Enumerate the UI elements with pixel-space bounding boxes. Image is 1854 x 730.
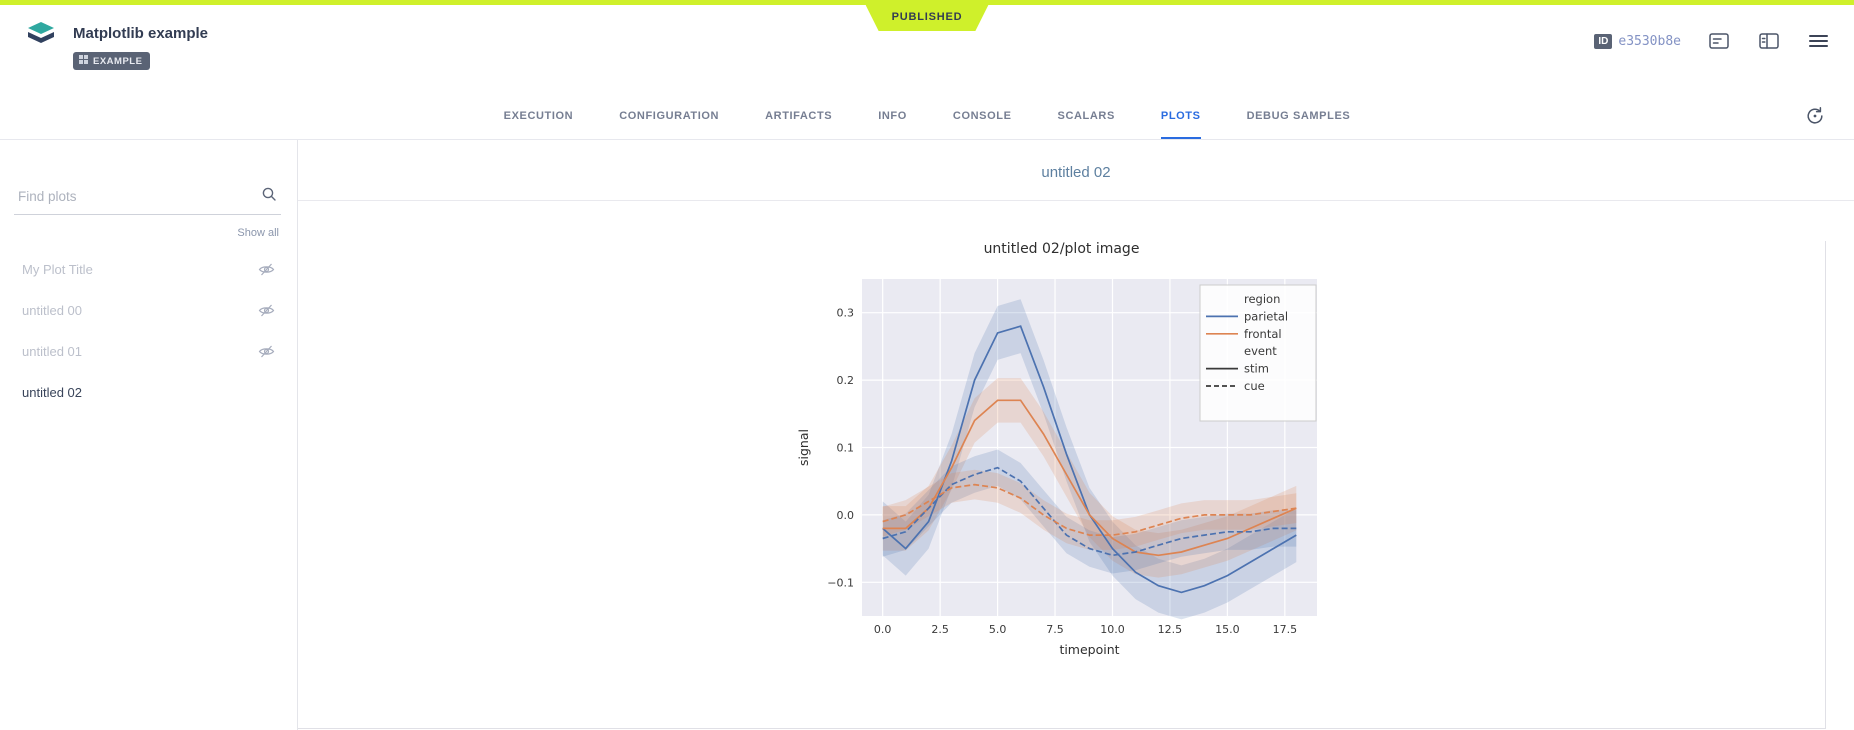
svg-text:17.5: 17.5: [1272, 623, 1297, 636]
svg-text:7.5: 7.5: [1046, 623, 1064, 636]
id-tag: ID: [1594, 33, 1613, 49]
tab-configuration[interactable]: CONFIGURATION: [619, 109, 720, 122]
legend: region parietal frontal event stim cue: [1199, 284, 1316, 422]
plot-item-label: My Plot Title: [22, 262, 93, 277]
id-value: e3530b8e: [1618, 33, 1681, 49]
svg-text:0.1: 0.1: [836, 442, 854, 455]
svg-text:frontal: frontal: [1244, 327, 1282, 341]
plot-item-label: untitled 02: [22, 385, 82, 400]
plot-widget: untitled 02/plot image 0.0 2.5 5.0 7.5 10.0 1…: [298, 241, 1826, 729]
svg-text:0.0: 0.0: [836, 509, 854, 522]
plot-item-label: untitled 00: [22, 303, 82, 318]
x-tick-labels: 0.0 2.5 5.0 7.5 10.0 12.5 15.0 17.5: [873, 623, 1296, 636]
x-axis-label: timepoint: [1059, 642, 1119, 657]
svg-text:region: region: [1244, 292, 1280, 306]
svg-text:5.0: 5.0: [988, 623, 1006, 636]
y-tick-labels: −0.1 0.0 0.1 0.2 0.3: [827, 307, 854, 590]
plot-image: untitled 02/plot image 0.0 2.5 5.0 7.5 10.0 1…: [782, 241, 1342, 666]
show-all-link[interactable]: Show all: [237, 227, 279, 239]
status-strip: [0, 0, 1854, 5]
divider: [298, 200, 1854, 201]
tab-bar: EXECUTION CONFIGURATION ARTIFACTS INFO C…: [0, 90, 1854, 140]
brand-block: Matplotlib example EXAMPLE: [24, 18, 208, 70]
y-axis-label: signal: [796, 429, 811, 466]
status-ribbon: PUBLISHED: [866, 5, 989, 31]
page-body: Show all My Plot Title untitled 00: [0, 140, 1854, 730]
svg-text:12.5: 12.5: [1157, 623, 1182, 636]
example-badge: EXAMPLE: [73, 52, 151, 70]
plot-title: untitled 02/plot image: [983, 241, 1140, 257]
plot-list-item-untitled-01[interactable]: untitled 01: [14, 331, 281, 372]
plots-sidebar: Show all My Plot Title untitled 00: [0, 140, 298, 730]
header-actions: ID e3530b8e: [1594, 30, 1830, 52]
experiment-id-chip[interactable]: ID e3530b8e: [1594, 33, 1681, 49]
ci-band-parietal-stim: [882, 299, 1296, 620]
experiment-header: Matplotlib example EXAMPLE ID e3530b8e: [0, 5, 1854, 90]
example-badge-icon: [79, 55, 88, 67]
svg-text:0.0: 0.0: [873, 623, 891, 636]
plot-group-title: untitled 02: [1041, 164, 1111, 181]
tab-execution[interactable]: EXECUTION: [503, 109, 574, 122]
plot-list-item-untitled-00[interactable]: untitled 00: [14, 290, 281, 331]
search-input[interactable]: [16, 188, 251, 205]
eye-off-icon[interactable]: [258, 261, 275, 278]
app-logo-icon[interactable]: [24, 20, 58, 70]
svg-text:0.2: 0.2: [836, 374, 854, 387]
eye-off-icon[interactable]: [258, 302, 275, 319]
menu-icon[interactable]: [1807, 31, 1830, 51]
line-chart: 0.0 2.5 5.0 7.5 10.0 12.5 15.0 17.5 −0.1 0.0 0.1 0.…: [796, 279, 1317, 657]
auto-refresh-icon[interactable]: [1802, 103, 1828, 129]
ci-band-frontal-stim: [882, 378, 1296, 578]
svg-text:event: event: [1244, 344, 1277, 358]
tab-scalars[interactable]: SCALARS: [1057, 109, 1115, 122]
plot-list-item-my-plot-title[interactable]: My Plot Title: [14, 249, 281, 290]
tab-debug-samples[interactable]: DEBUG SAMPLES: [1246, 109, 1351, 122]
svg-text:0.3: 0.3: [836, 307, 854, 320]
series-parietal-cue: [881, 466, 1296, 557]
details-icon[interactable]: [1707, 30, 1731, 52]
tab-artifacts[interactable]: ARTIFACTS: [765, 109, 833, 122]
ci-band-parietal-cue: [882, 449, 1296, 574]
ci-band-frontal-cue: [882, 469, 1296, 550]
series-frontal-stim: [882, 399, 1297, 557]
svg-text:15.0: 15.0: [1215, 623, 1240, 636]
plot-list-item-untitled-02[interactable]: untitled 02: [14, 372, 281, 413]
plot-search: [14, 184, 281, 215]
plot-list: My Plot Title untitled 00: [14, 249, 281, 413]
experiment-title: Matplotlib example: [73, 25, 209, 42]
plots-main: untitled 02 untitled 02/plot image 0.0 2.…: [298, 140, 1854, 730]
svg-text:parietal: parietal: [1244, 309, 1288, 323]
eye-off-icon[interactable]: [258, 343, 275, 360]
svg-text:−0.1: −0.1: [827, 576, 854, 589]
svg-text:stim: stim: [1244, 362, 1269, 376]
svg-text:10.0: 10.0: [1100, 623, 1125, 636]
tab-console[interactable]: CONSOLE: [952, 109, 1012, 122]
tab-info[interactable]: INFO: [878, 109, 907, 122]
columns-icon[interactable]: [1757, 30, 1781, 52]
series-frontal-cue: [881, 483, 1296, 536]
example-badge-label: EXAMPLE: [93, 55, 143, 67]
search-icon[interactable]: [261, 186, 277, 207]
title-block: Matplotlib example EXAMPLE: [73, 18, 208, 70]
tab-plots[interactable]: PLOTS: [1160, 90, 1201, 139]
plot-item-label: untitled 01: [22, 344, 82, 359]
svg-text:cue: cue: [1244, 379, 1265, 393]
svg-text:2.5: 2.5: [931, 623, 949, 636]
